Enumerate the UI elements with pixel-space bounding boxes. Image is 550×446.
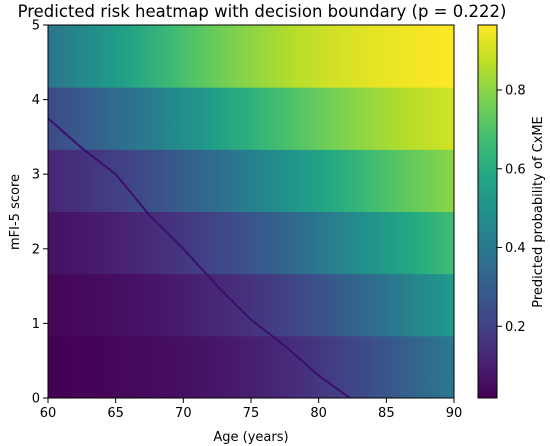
x-tick-label: 65 xyxy=(107,406,124,421)
y-tick-label: 2 xyxy=(32,242,40,257)
x-tick-label: 85 xyxy=(378,406,395,421)
heatmap-band xyxy=(48,87,454,150)
y-axis-label: mFI-5 score xyxy=(8,174,23,250)
colorbar-tick-label: 0.4 xyxy=(505,241,526,256)
x-tick-label: 70 xyxy=(175,406,192,421)
x-axis: 60 65 70 75 80 85 90 xyxy=(40,398,463,421)
y-tick-label: 0 xyxy=(32,392,40,407)
colorbar-tick-label: 0.8 xyxy=(505,83,526,98)
colorbar-tick-label: 0.6 xyxy=(505,162,526,177)
x-tick-label: 75 xyxy=(243,406,260,421)
colorbar-axis: 0.2 0.4 0.6 0.8 xyxy=(497,83,526,335)
heatmap-band xyxy=(48,211,454,275)
y-tick-label: 3 xyxy=(32,168,40,183)
x-tick-label: 60 xyxy=(40,406,57,421)
x-tick-label: 80 xyxy=(310,406,327,421)
x-tick-label: 90 xyxy=(446,406,463,421)
heatmap-band xyxy=(48,273,454,337)
heatmap-band xyxy=(48,149,454,212)
heatmap-area xyxy=(48,25,454,399)
y-tick-label: 5 xyxy=(32,19,40,34)
colorbar-label: Predicted probability of CxME xyxy=(531,116,546,308)
chart-title: Predicted risk heatmap with decision bou… xyxy=(18,2,507,21)
y-axis: 0 1 2 3 4 5 xyxy=(32,19,48,407)
heatmap-band xyxy=(48,335,454,399)
y-tick-label: 1 xyxy=(32,317,40,332)
heatmap-band xyxy=(48,25,454,88)
y-tick-label: 4 xyxy=(32,93,40,108)
colorbar-tick-label: 0.2 xyxy=(505,320,526,335)
x-axis-label: Age (years) xyxy=(213,430,288,445)
decision-boundary-line xyxy=(47,117,351,399)
colorbar xyxy=(477,24,498,399)
